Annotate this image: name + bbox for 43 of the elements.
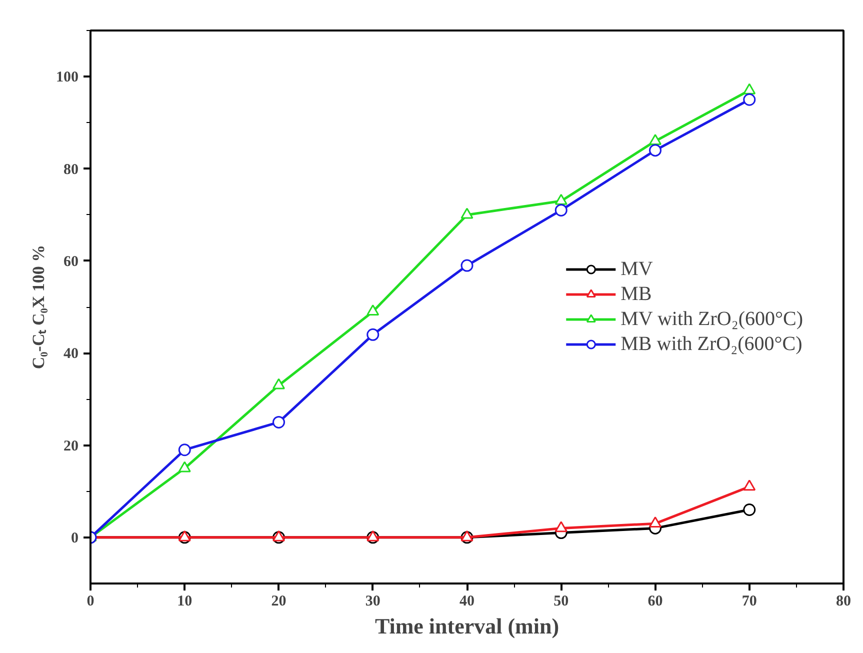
x-tick-label: 20 bbox=[271, 594, 286, 610]
point bbox=[366, 530, 380, 542]
point bbox=[554, 521, 568, 532]
point bbox=[649, 134, 662, 146]
point bbox=[272, 378, 285, 390]
x-tick-label: 0 bbox=[86, 594, 94, 610]
point bbox=[554, 204, 568, 216]
y-tick-label: 0 bbox=[71, 530, 78, 546]
point bbox=[178, 444, 191, 456]
legend-label: MB with ZrO₂(600°C) bbox=[620, 332, 802, 356]
point bbox=[178, 461, 191, 472]
point bbox=[178, 530, 191, 542]
point bbox=[743, 83, 756, 94]
legend-label: MV bbox=[620, 258, 653, 280]
y-tick-label: 20 bbox=[64, 438, 78, 454]
y-tick-label: 40 bbox=[64, 346, 78, 362]
point bbox=[460, 530, 474, 542]
point bbox=[460, 208, 474, 219]
x-tick-label: 70 bbox=[742, 594, 757, 610]
point bbox=[743, 504, 756, 516]
legend-label: MB bbox=[620, 282, 652, 306]
x-axis-title: Time interval (min) bbox=[374, 614, 560, 638]
point bbox=[272, 416, 285, 428]
y-tick-label: 80 bbox=[64, 162, 78, 178]
point bbox=[366, 328, 380, 341]
point bbox=[272, 530, 285, 542]
y-axis-title: C₀-Cₜ C₀X 100 % bbox=[29, 244, 48, 370]
point bbox=[649, 516, 662, 528]
point bbox=[554, 194, 568, 205]
x-tick-label: 40 bbox=[460, 594, 474, 610]
y-tick-label: 100 bbox=[56, 70, 78, 86]
x-tick-label: 10 bbox=[177, 594, 192, 610]
point bbox=[649, 144, 662, 157]
x-tick-label: 80 bbox=[836, 594, 851, 610]
x-tick-label: 30 bbox=[365, 594, 380, 610]
point bbox=[743, 93, 756, 106]
x-tick-label: 60 bbox=[648, 594, 663, 610]
legend-label: MV with ZrO₂(600°C) bbox=[620, 308, 803, 330]
y-tick-label: 60 bbox=[64, 254, 78, 270]
point bbox=[366, 304, 380, 316]
point bbox=[743, 480, 756, 491]
x-tick-label: 50 bbox=[554, 594, 569, 610]
point bbox=[460, 259, 474, 272]
